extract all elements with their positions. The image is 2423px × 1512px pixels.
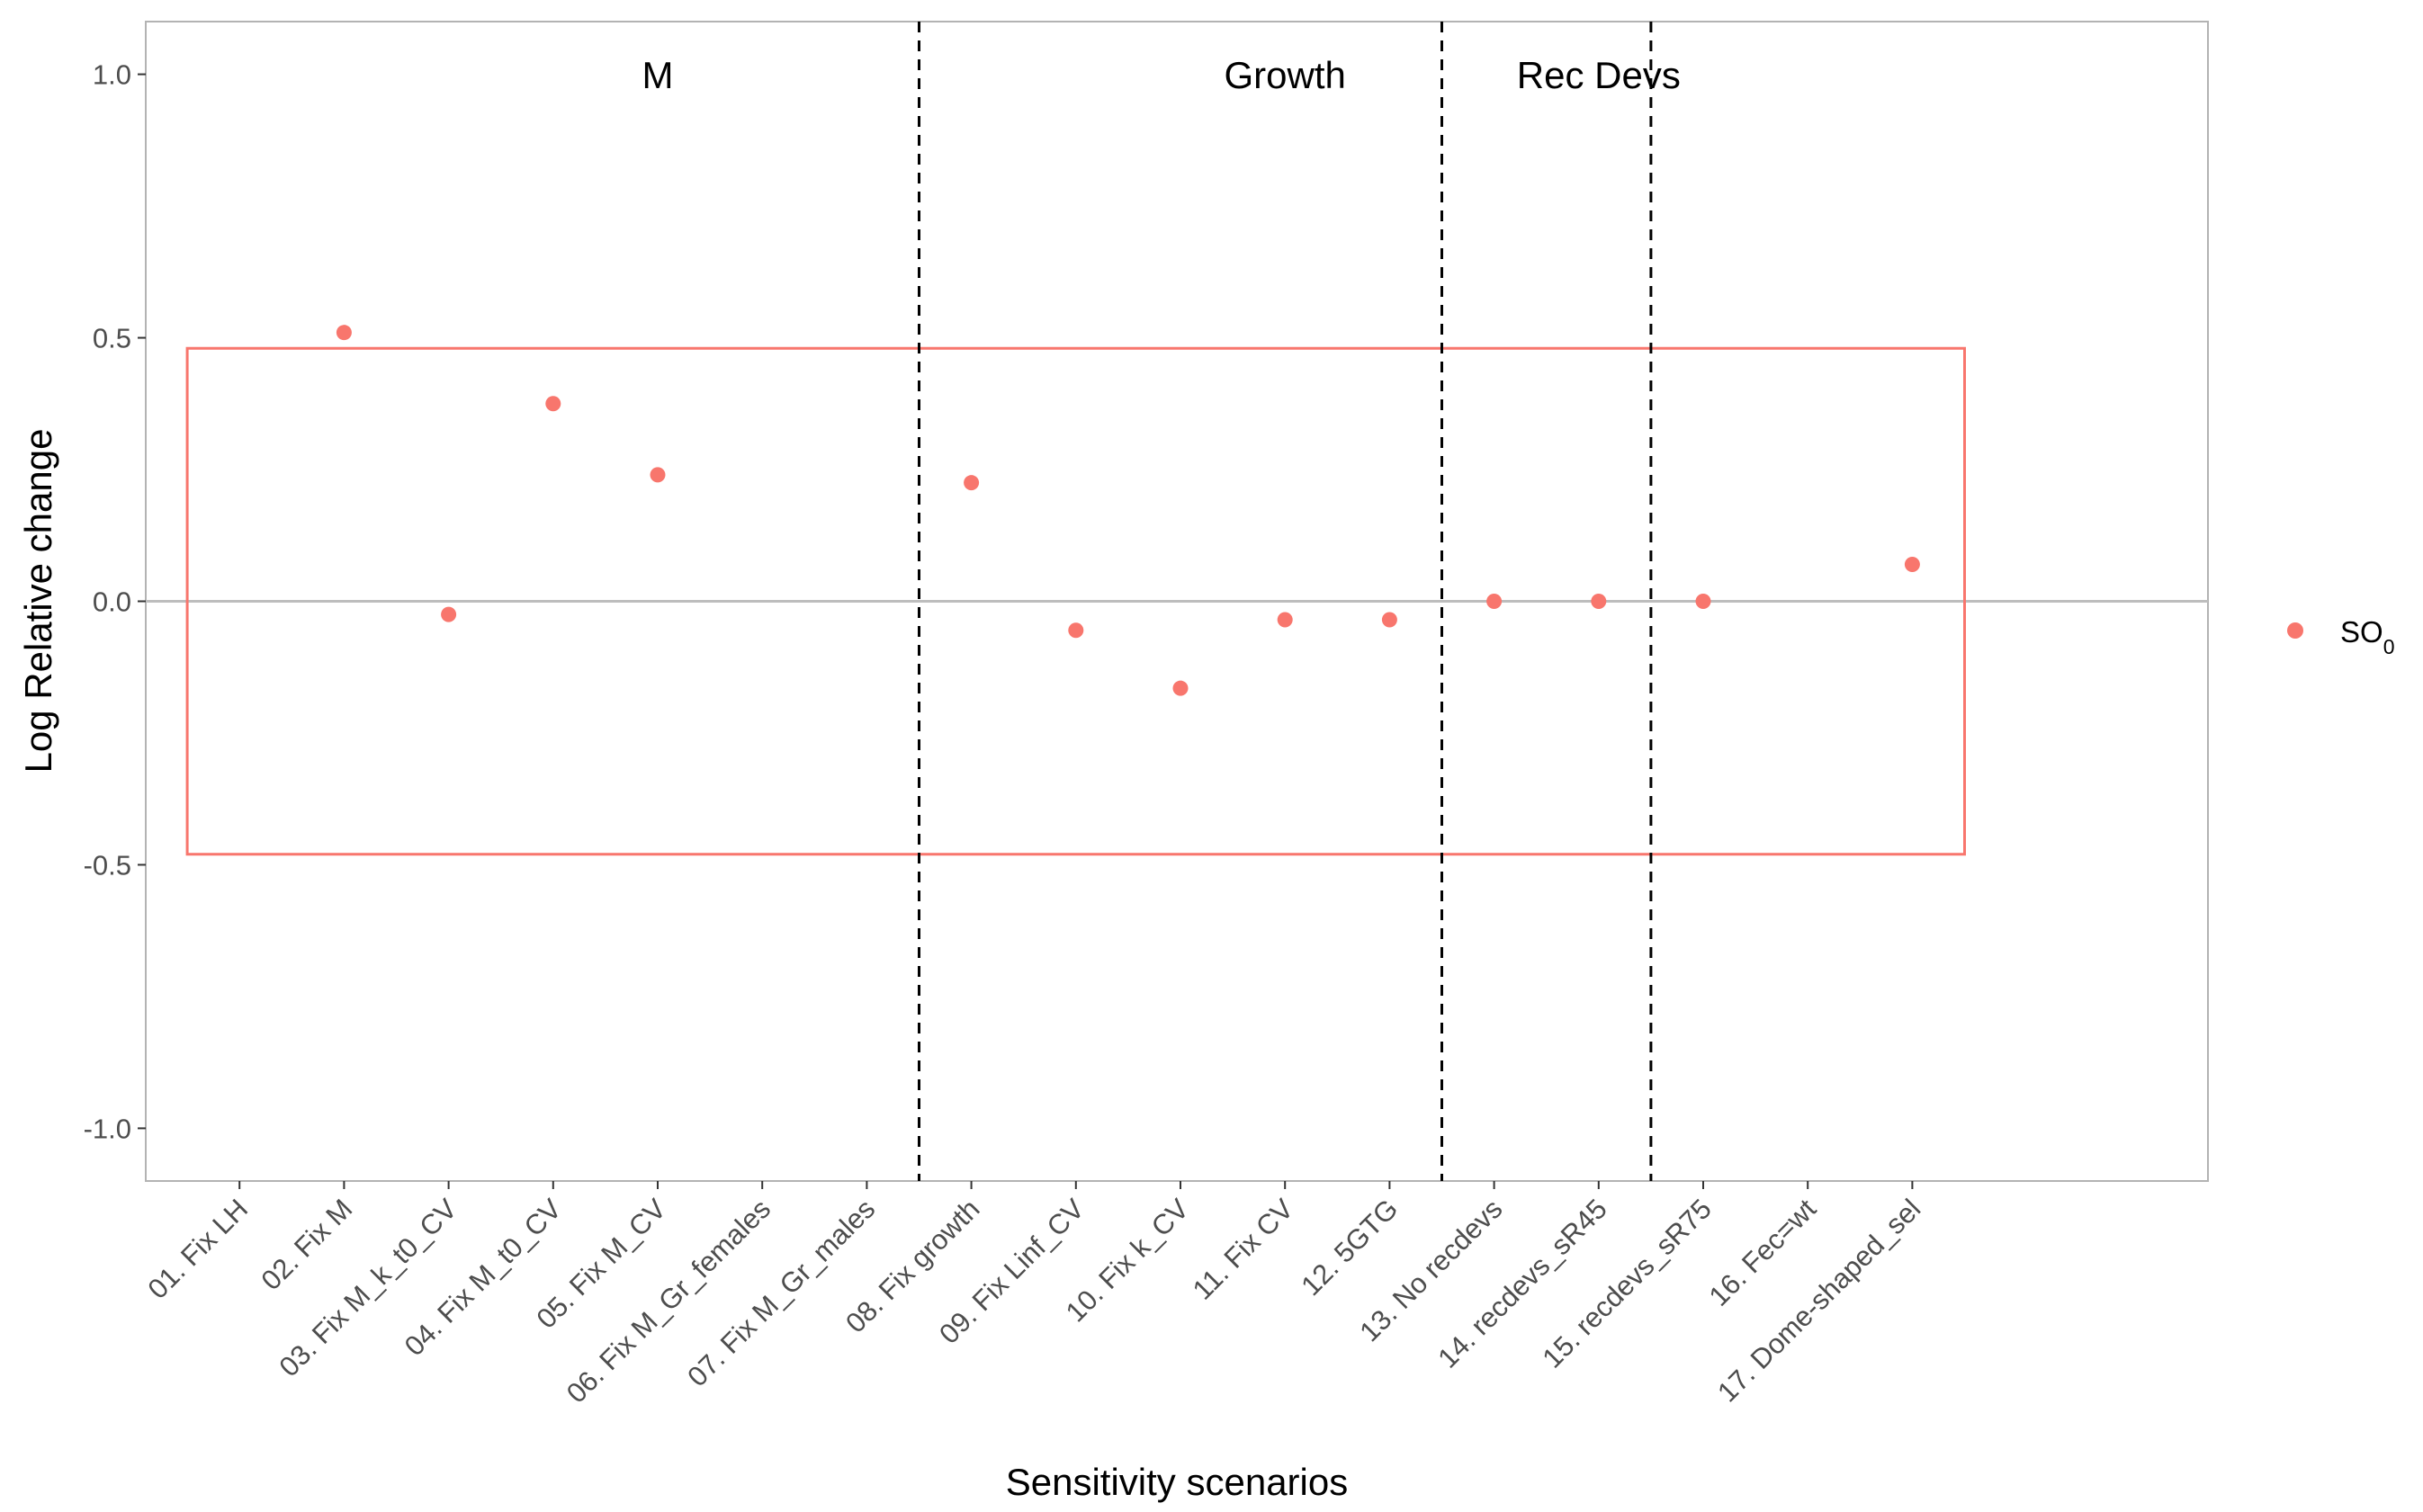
x-tick-label: 02. Fix M [255, 1193, 358, 1296]
x-tick-label: 03. Fix M_k_t0_CV [273, 1193, 462, 1382]
y-axis-title: Log Relative change [17, 429, 59, 774]
data-point-13 [1486, 594, 1503, 609]
data-point-10 [1172, 680, 1189, 696]
legend-series-subscript: 0 [2383, 635, 2395, 658]
y-tick-label: 0.5 [93, 323, 131, 354]
x-tick-label: 11. Fix CV [1187, 1193, 1300, 1306]
data-point-8 [964, 475, 980, 491]
data-point-5 [650, 467, 666, 483]
data-point-4 [545, 396, 561, 412]
legend-key-point [2287, 622, 2303, 639]
data-point-15 [1695, 594, 1711, 609]
x-tick-label: 07. Fix M_Gr_males [681, 1193, 881, 1392]
x-tick-label: 12. 5GTG [1295, 1193, 1404, 1302]
legend: SO0 [2287, 615, 2394, 658]
data-point-17 [1904, 556, 1920, 572]
x-tick-label: 06. Fix M_Gr_females [561, 1193, 776, 1409]
data-point-2 [336, 325, 352, 341]
x-axis-title: Sensitivity scenarios [1006, 1461, 1348, 1503]
group-label-2: Growth [1225, 54, 1346, 96]
x-tick-label: 17. Dome-shaped_sel [1711, 1193, 1926, 1408]
y-tick-label: 0.0 [93, 586, 131, 618]
data-point-3 [441, 606, 457, 622]
group-label-3: Rec Devs [1517, 54, 1681, 96]
y-tick-label: 1.0 [93, 59, 131, 91]
data-point-11 [1277, 612, 1293, 628]
threshold-band [185, 346, 1967, 856]
legend-series-name: SO [2340, 615, 2383, 649]
data-point-14 [1591, 594, 1607, 609]
data-point-12 [1381, 612, 1397, 628]
x-tick-label: 01. Fix LH [142, 1193, 255, 1305]
group-label-1: M [642, 54, 674, 96]
y-tick-label: -1.0 [84, 1113, 131, 1144]
data-point-9 [1068, 622, 1084, 639]
legend-label: SO0 [2340, 615, 2394, 658]
y-tick-label: -0.5 [84, 849, 131, 881]
